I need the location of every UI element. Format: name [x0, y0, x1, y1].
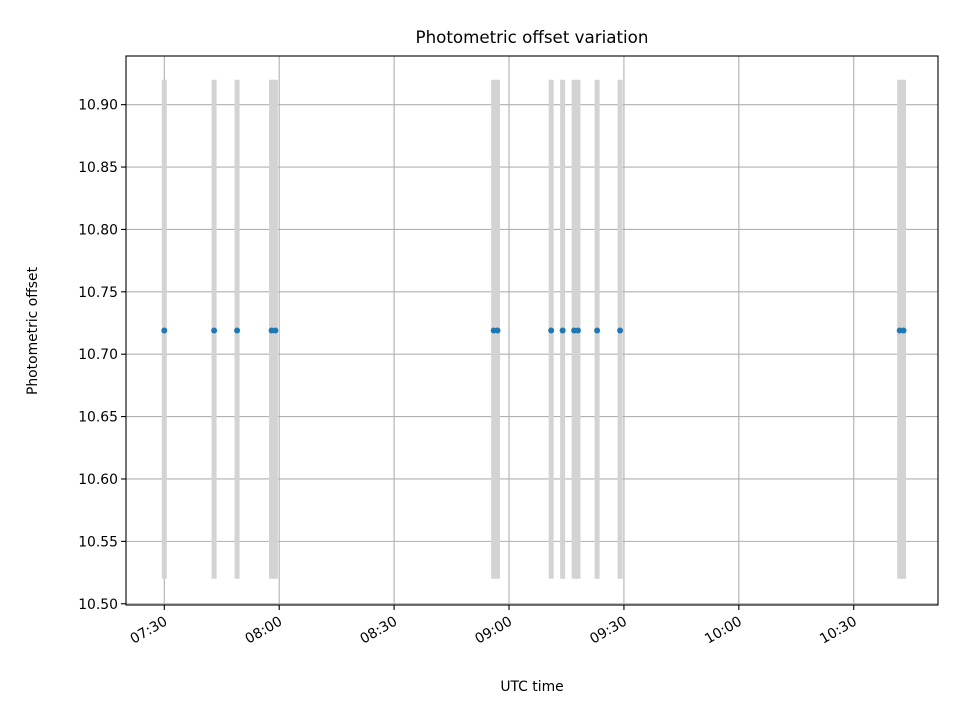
y-tick-label: 10.60 — [78, 472, 118, 488]
data-point — [900, 327, 907, 334]
y-tick-label: 10.90 — [78, 98, 118, 114]
data-point — [548, 327, 555, 334]
data-point — [272, 327, 279, 334]
data-point — [594, 327, 601, 334]
y-tick-label: 10.70 — [78, 347, 118, 363]
data-point — [161, 327, 168, 334]
y-tick-label: 10.85 — [78, 160, 118, 176]
data-point — [494, 327, 501, 334]
y-tick-label: 10.75 — [78, 285, 118, 301]
grid — [126, 56, 938, 605]
data-point — [574, 327, 581, 334]
data-point — [617, 327, 624, 334]
plot-area-frame — [125, 55, 939, 606]
y-tick-label: 10.50 — [78, 597, 118, 613]
chart-title: Photometric offset variation — [416, 27, 649, 47]
y-tick-label: 10.65 — [78, 410, 118, 426]
y-axis-label: Photometric offset — [25, 266, 41, 395]
y-tick-label: 10.55 — [78, 534, 118, 550]
data-point — [559, 327, 566, 334]
data-point — [211, 327, 218, 334]
data-point — [234, 327, 241, 334]
y-tick-label: 10.80 — [78, 222, 118, 238]
x-axis-label: UTC time — [500, 679, 563, 695]
data-points — [161, 327, 907, 334]
